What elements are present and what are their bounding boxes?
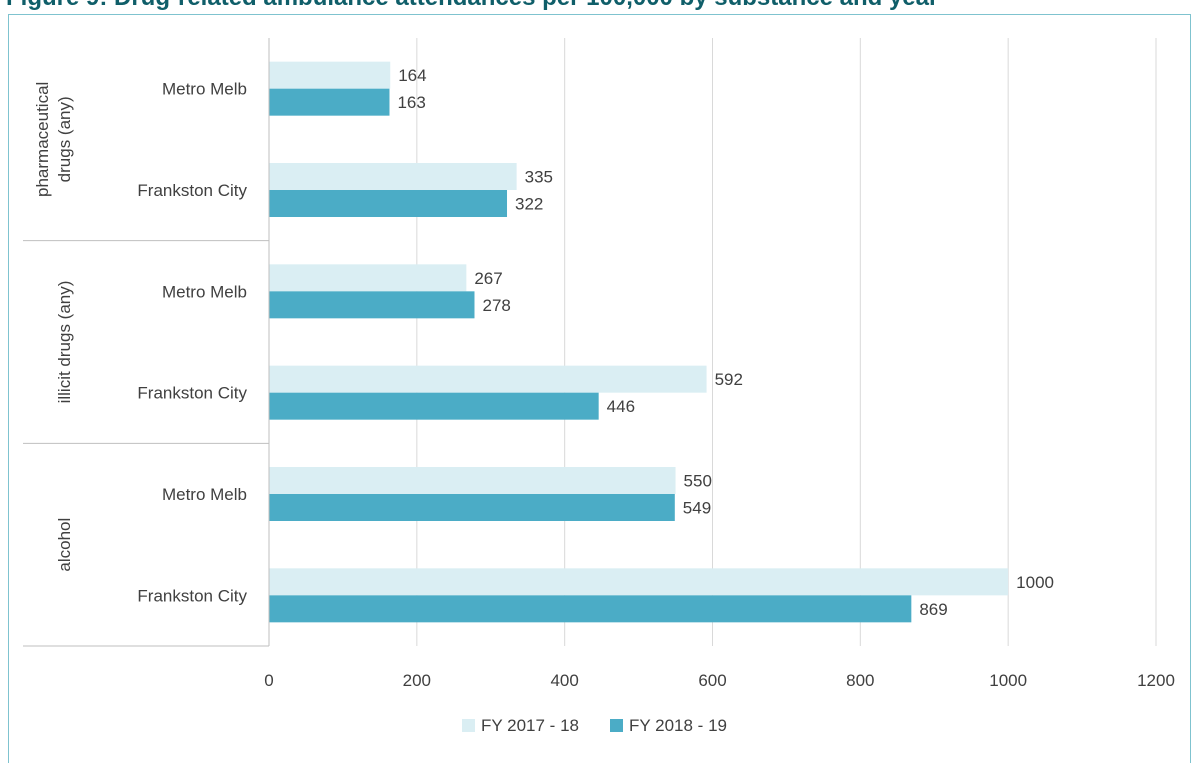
legend-label: FY 2017 - 18 xyxy=(481,716,579,735)
bar xyxy=(269,467,676,494)
tick-labels: 0 200 400 600 800 1000 1200 xyxy=(264,671,1175,690)
x-tick-label: 1000 xyxy=(989,671,1027,690)
legend: FY 2017 - 18 FY 2018 - 19 xyxy=(462,716,727,735)
axis-lines xyxy=(23,38,270,647)
x-tick-label: 800 xyxy=(846,671,874,690)
bar xyxy=(269,88,390,116)
data-label: 163 xyxy=(397,93,425,112)
x-tick-label: 200 xyxy=(403,671,431,690)
legend-swatch xyxy=(462,719,475,732)
gridlines xyxy=(416,38,1157,646)
bar xyxy=(269,392,599,420)
legend-swatch xyxy=(610,719,623,732)
data-label: 1000 xyxy=(1016,573,1054,592)
data-label: 549 xyxy=(683,499,711,518)
chart-frame xyxy=(8,14,1191,763)
data-label: 592 xyxy=(715,370,743,389)
data-label: 869 xyxy=(919,600,947,619)
figure-title: Figure 9: Drug-related ambulance attenda… xyxy=(6,0,1196,14)
category-label: Frankston City xyxy=(137,384,247,403)
bar xyxy=(269,61,391,89)
x-tick-label: 600 xyxy=(698,671,726,690)
data-label: 278 xyxy=(482,296,510,315)
category-labels: Metro Melb Frankston City Metro Melb Franks… xyxy=(137,80,247,606)
bar xyxy=(269,190,508,217)
bar xyxy=(269,365,707,393)
bar xyxy=(269,291,475,319)
group-label: alcohol xyxy=(55,518,74,572)
group-labels: pharmaceutical drugs (any) illicit drugs (… xyxy=(33,82,74,572)
x-tick-label: 400 xyxy=(550,671,578,690)
category-label: Metro Melb xyxy=(162,282,247,301)
bar xyxy=(269,568,1009,596)
data-label: 446 xyxy=(607,397,635,416)
category-label: Frankston City xyxy=(137,181,247,200)
data-label: 267 xyxy=(474,269,502,288)
data-labels: 164 163 335 322 267 278 592 446 550 549 1000 869 xyxy=(397,66,1054,619)
group-label: pharmaceutical drugs (any) xyxy=(33,82,74,197)
category-label: Frankston City xyxy=(137,586,247,605)
legend-label: FY 2018 - 19 xyxy=(629,716,727,735)
data-label: 550 xyxy=(684,472,712,491)
category-label: Metro Melb xyxy=(162,485,247,504)
x-tick-label: 1200 xyxy=(1137,671,1175,690)
bar xyxy=(269,163,517,190)
bar xyxy=(269,264,467,292)
bar xyxy=(269,494,675,521)
bars xyxy=(269,61,1009,623)
category-label: Metro Melb xyxy=(162,80,247,99)
data-label: 164 xyxy=(398,66,426,85)
x-tick-label: 0 xyxy=(264,671,273,690)
bar xyxy=(269,595,912,623)
data-label: 322 xyxy=(515,195,543,214)
group-label: illicit drugs (any) xyxy=(55,281,74,404)
data-label: 335 xyxy=(525,168,553,187)
